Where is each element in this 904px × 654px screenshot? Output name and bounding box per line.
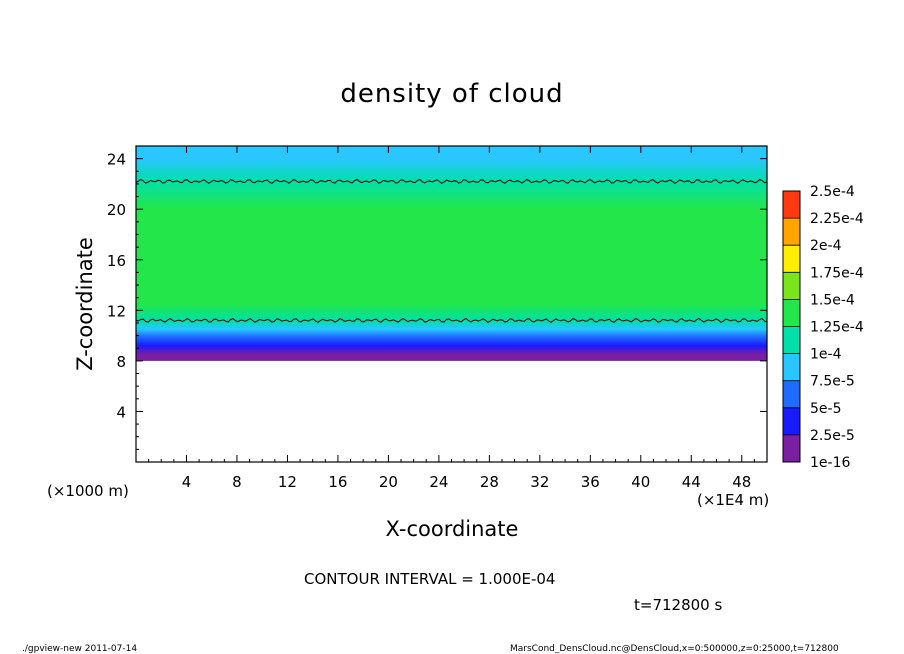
colorbar: [782, 190, 801, 463]
colorbar-swatch: [783, 191, 800, 219]
time-label: t=712800 s: [634, 596, 722, 614]
colorbar-swatch: [783, 434, 800, 462]
x-tick-label: 44: [682, 473, 701, 491]
x-tick-label: 28: [480, 473, 499, 491]
colorbar-swatch: [783, 353, 800, 381]
colorbar-label: 2.5e-5: [810, 428, 855, 444]
colorbar-label: 1.25e-4: [810, 320, 864, 336]
y-unit-note: (×1000 m): [47, 482, 129, 500]
x-tick-label: 8: [232, 473, 242, 491]
colorbar-label: 5e-5: [810, 401, 841, 417]
y-tick-label: 24: [107, 151, 126, 169]
colorbar-swatch: [783, 272, 800, 300]
colorbar-label: 2e-4: [810, 238, 842, 254]
colorbar-label: 1.5e-4: [810, 292, 855, 308]
chart-title: density of cloud: [340, 79, 563, 109]
x-axis-label: X-coordinate: [386, 517, 519, 541]
x-axis-ticks: 4 8 12 16 20 24 28 32 36 40 44 48: [148, 146, 755, 491]
colorbar-swatch: [783, 218, 800, 246]
colorbar-swatch: [783, 407, 800, 435]
contour-interval-note: CONTOUR INTERVAL = 1.000E-04: [304, 570, 555, 588]
colorbar-swatch: [783, 380, 800, 408]
contour-line: [135, 317, 768, 324]
colorbar-labels: 1e-16 2.5e-5 5e-5 7.5e-5 1e-4 1.25e-4 1.5e-4 1.…: [810, 184, 864, 471]
y-tick-label: 4: [116, 403, 126, 421]
x-tick-label: 16: [328, 473, 347, 491]
colorbar-swatch: [783, 245, 800, 273]
contour-lines: [135, 178, 768, 324]
y-axis-label: Z-coordinate: [73, 237, 97, 371]
colorbar-label: 1e-16: [810, 455, 850, 471]
y-tick-label: 12: [107, 302, 126, 320]
colorbar-swatch: [783, 299, 800, 327]
y-tick-label: 20: [107, 201, 126, 219]
colorbar-label: 2.25e-4: [810, 211, 864, 227]
footer-right: MarsCond_DensCloud.nc@DensCloud,x=0:5000…: [510, 644, 839, 654]
x-tick-label: 40: [631, 473, 650, 491]
y-axis-ticks: 4 8 12 16 20 24: [107, 151, 767, 450]
colorbar-label: 7.5e-5: [810, 374, 855, 390]
x-tick-label: 4: [182, 473, 192, 491]
density-field: [136, 146, 767, 361]
x-tick-label: 24: [429, 473, 448, 491]
x-tick-label: 20: [379, 473, 398, 491]
colorbar-label: 1.75e-4: [810, 265, 864, 281]
x-tick-label: 36: [581, 473, 600, 491]
x-tick-label: 12: [278, 473, 297, 491]
footer-left: ./gpview-new 2011-07-14: [22, 644, 137, 654]
x-unit-note: (×1E4 m): [697, 491, 769, 509]
x-tick-label: 48: [732, 473, 751, 491]
y-tick-label: 8: [116, 353, 126, 371]
contour-line: [135, 178, 768, 185]
colorbar-swatch: [783, 326, 800, 354]
y-tick-label: 16: [107, 252, 126, 270]
colorbar-label: 2.5e-4: [810, 184, 855, 200]
colorbar-label: 1e-4: [810, 347, 842, 363]
x-tick-label: 32: [530, 473, 549, 491]
